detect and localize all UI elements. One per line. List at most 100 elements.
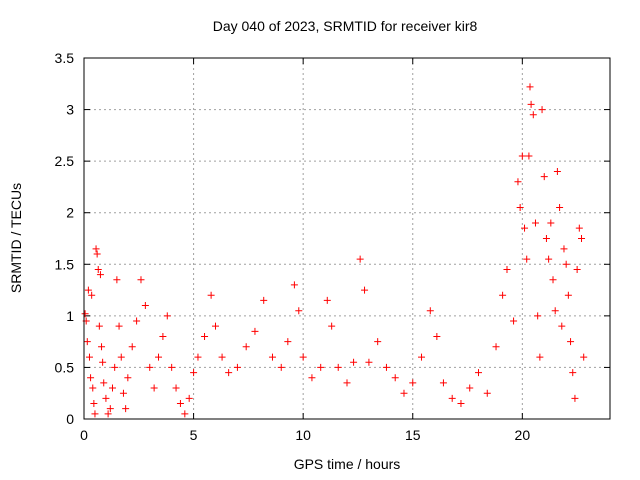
data-point xyxy=(128,343,136,351)
data-point xyxy=(549,276,557,284)
data-point xyxy=(356,255,364,263)
data-point xyxy=(391,374,399,382)
data-point xyxy=(290,281,298,289)
data-point xyxy=(115,322,123,330)
x-tick-label: 10 xyxy=(295,427,311,443)
data-point xyxy=(567,338,575,346)
data-point xyxy=(426,307,434,315)
y-tick-label: 2.5 xyxy=(55,153,75,169)
data-point xyxy=(545,255,553,263)
y-tick-label: 1 xyxy=(66,308,74,324)
data-point xyxy=(457,400,465,408)
data-point xyxy=(553,167,561,175)
data-point xyxy=(242,343,250,351)
data-point xyxy=(521,224,529,232)
data-point xyxy=(98,343,106,351)
data-point xyxy=(492,343,500,351)
data-point xyxy=(564,291,572,299)
data-point xyxy=(146,363,154,371)
data-point xyxy=(343,379,351,387)
x-tick-label: 20 xyxy=(515,427,531,443)
data-point xyxy=(299,353,307,361)
data-point xyxy=(551,307,559,315)
axis-ticks: 0 5 10 15 20 0 0.5 1 1.5 2 2.5 3 3.5 xyxy=(55,50,610,443)
grid-lines xyxy=(84,58,610,419)
y-tick-label: 3 xyxy=(66,102,74,118)
data-point xyxy=(133,317,141,325)
data-point xyxy=(111,363,119,371)
data-point xyxy=(207,291,215,299)
data-point xyxy=(284,338,292,346)
data-point xyxy=(104,410,112,418)
data-point xyxy=(89,384,97,392)
data-points xyxy=(81,83,588,418)
data-point xyxy=(525,152,533,160)
data-point xyxy=(547,219,555,227)
x-axis-label: GPS time / hours xyxy=(293,456,401,472)
y-tick-label: 0 xyxy=(66,411,74,427)
data-point xyxy=(99,358,107,366)
y-tick-label: 1.5 xyxy=(55,256,75,272)
data-point xyxy=(124,374,132,382)
data-point xyxy=(218,353,226,361)
data-point xyxy=(439,379,447,387)
data-point xyxy=(466,384,474,392)
data-point xyxy=(308,374,316,382)
data-point xyxy=(141,302,149,310)
data-point xyxy=(81,310,89,318)
data-point xyxy=(558,322,566,330)
data-point xyxy=(580,353,588,361)
data-point xyxy=(542,235,550,242)
data-point xyxy=(260,296,268,304)
data-point xyxy=(365,358,373,366)
data-point xyxy=(201,332,209,340)
data-point xyxy=(536,353,544,361)
data-point xyxy=(93,250,101,258)
data-point xyxy=(350,358,358,366)
data-point xyxy=(94,265,102,273)
data-point xyxy=(578,235,586,242)
data-point xyxy=(448,394,456,402)
data-point xyxy=(499,291,507,299)
data-point xyxy=(91,410,99,418)
data-point xyxy=(569,369,577,377)
data-point xyxy=(531,219,539,227)
data-point xyxy=(92,245,100,253)
data-point xyxy=(518,152,526,160)
data-point xyxy=(87,374,95,382)
data-point xyxy=(88,291,96,299)
data-point xyxy=(523,255,531,263)
data-point xyxy=(483,389,491,397)
data-point xyxy=(374,338,382,346)
data-point xyxy=(382,363,390,371)
data-point xyxy=(150,384,158,392)
data-point xyxy=(233,363,241,371)
data-point xyxy=(503,265,511,273)
data-point xyxy=(194,353,202,361)
y-tick-label: 0.5 xyxy=(55,359,75,375)
data-point xyxy=(400,389,408,397)
data-point xyxy=(119,389,127,397)
data-point xyxy=(361,286,369,294)
y-tick-label: 2 xyxy=(66,205,74,221)
data-point xyxy=(95,322,103,330)
data-point xyxy=(317,363,325,371)
data-point xyxy=(172,384,180,392)
data-point xyxy=(96,271,104,279)
data-point xyxy=(534,312,542,320)
data-point xyxy=(475,369,482,377)
data-point xyxy=(334,363,342,371)
data-point xyxy=(181,410,189,418)
data-point xyxy=(526,83,534,91)
data-point xyxy=(90,400,98,408)
data-point xyxy=(108,384,116,392)
data-point xyxy=(190,369,198,377)
data-point xyxy=(176,400,184,408)
data-point xyxy=(527,100,535,108)
data-point xyxy=(268,353,276,361)
data-point xyxy=(83,338,91,346)
data-point xyxy=(538,106,546,114)
x-tick-label: 5 xyxy=(190,427,198,443)
data-point xyxy=(418,353,426,361)
data-point xyxy=(100,379,108,387)
